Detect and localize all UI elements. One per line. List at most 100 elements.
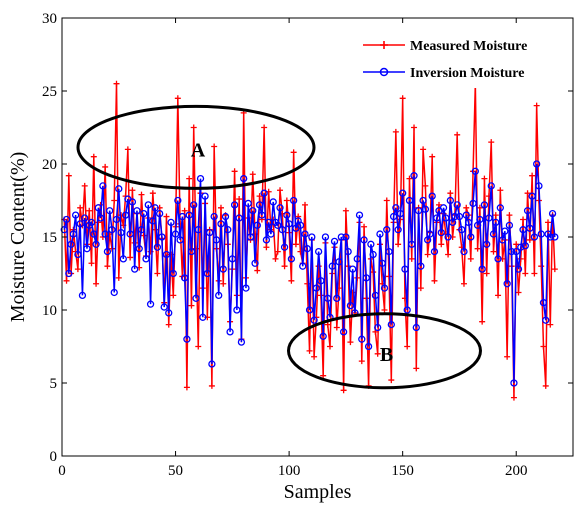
y-tick-label: 25 — [42, 84, 57, 100]
data-point — [128, 198, 137, 206]
data-point — [478, 265, 486, 273]
data-point — [185, 211, 193, 219]
data-point — [149, 190, 156, 197]
data-point — [277, 187, 284, 194]
data-point — [342, 207, 349, 214]
data-point — [194, 226, 202, 234]
annotation-ellipse-B — [286, 312, 482, 390]
data-point — [92, 240, 100, 248]
x-tick-label: 0 — [58, 463, 66, 479]
data-point — [285, 220, 293, 228]
data-point — [242, 284, 250, 292]
data-point — [221, 212, 230, 221]
data-point — [453, 201, 461, 209]
data-point — [99, 182, 107, 190]
annotation-label-B: B — [380, 344, 393, 366]
x-tick-label: 150 — [391, 463, 414, 479]
y-tick-label: 20 — [42, 157, 57, 173]
y-tick-label: 10 — [42, 303, 57, 319]
data-point — [528, 192, 536, 200]
data-point — [224, 226, 232, 234]
data-point — [65, 172, 72, 179]
data-point — [326, 343, 333, 350]
data-point — [305, 306, 314, 314]
data-point — [276, 204, 284, 212]
data-point — [76, 220, 84, 228]
data-point — [396, 209, 405, 218]
data-point — [261, 124, 268, 131]
data-point — [526, 236, 533, 243]
data-point — [413, 365, 420, 372]
data-point — [540, 343, 547, 350]
data-point — [508, 247, 516, 256]
data-point — [113, 80, 120, 87]
data-point — [439, 204, 448, 212]
data-point — [353, 255, 361, 263]
data-point — [274, 248, 281, 255]
data-point — [315, 263, 322, 270]
tick-layer: 0 50 100 150 200 0 5 10 15 20 25 30 — [42, 11, 573, 479]
data-point — [339, 328, 348, 336]
data-point — [360, 236, 368, 244]
data-point — [495, 292, 502, 299]
annotation-label-A: A — [191, 139, 206, 161]
annotation-ellipse-A — [76, 104, 316, 190]
data-point — [163, 213, 170, 220]
data-point — [340, 387, 347, 394]
x-tick-label: 100 — [278, 463, 301, 479]
data-point — [551, 233, 559, 241]
data-point — [408, 255, 415, 262]
data-point — [88, 260, 95, 267]
data-point — [414, 207, 423, 215]
data-point — [265, 218, 273, 227]
data-point — [412, 323, 420, 332]
data-point — [119, 255, 127, 263]
data-point — [464, 218, 473, 227]
data-point — [267, 230, 275, 238]
data-point — [256, 193, 263, 200]
data-point — [537, 230, 545, 238]
data-point — [283, 197, 290, 204]
data-point — [65, 269, 73, 278]
annotation-layer: AB — [76, 104, 482, 390]
data-point — [333, 324, 340, 331]
y-tick-label: 30 — [42, 11, 57, 27]
data-point — [190, 201, 198, 209]
data-point — [346, 301, 355, 310]
y-tick-label: 0 — [50, 449, 58, 465]
data-point — [389, 212, 398, 221]
data-point — [394, 226, 402, 234]
data-point — [378, 259, 386, 267]
data-point — [251, 259, 259, 267]
data-point — [520, 216, 527, 223]
data-point — [62, 215, 71, 224]
data-point — [81, 182, 88, 189]
data-point — [260, 189, 268, 197]
data-point — [142, 255, 150, 263]
data-point — [220, 280, 227, 287]
data-point — [272, 255, 279, 262]
data-point — [162, 250, 171, 259]
data-point — [174, 196, 182, 205]
data-point — [287, 255, 296, 263]
data-point — [237, 338, 246, 346]
data-point — [135, 245, 143, 253]
data-point — [514, 265, 523, 273]
data-point — [195, 343, 202, 350]
data-point — [81, 214, 89, 222]
data-point — [497, 187, 504, 194]
series-line — [63, 163, 556, 384]
data-point — [290, 149, 297, 156]
data-point — [127, 254, 134, 261]
data-point — [106, 207, 114, 215]
data-point — [310, 316, 318, 324]
data-point — [358, 335, 366, 343]
data-point — [236, 196, 243, 203]
data-point — [399, 189, 407, 197]
data-point — [411, 124, 418, 131]
data-point — [324, 294, 332, 302]
data-point — [217, 204, 224, 211]
data-point — [480, 201, 489, 209]
data-point — [146, 300, 155, 308]
